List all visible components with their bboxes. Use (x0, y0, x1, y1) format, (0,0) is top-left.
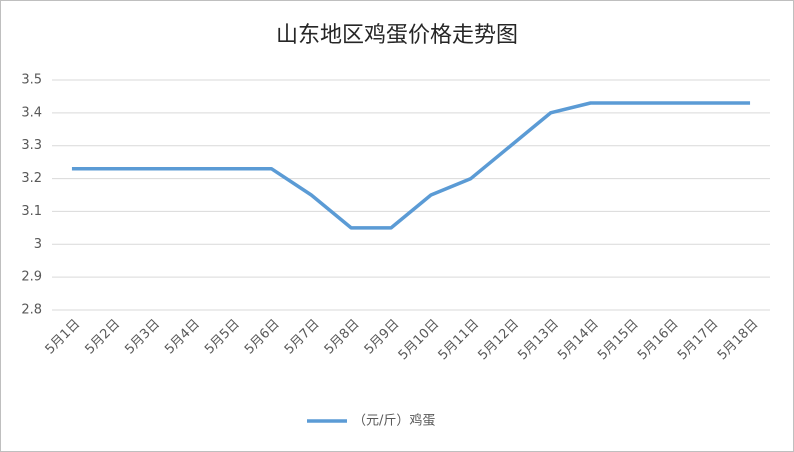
chart-title: 山东地区鸡蛋价格走势图 (276, 23, 518, 48)
y-tick-label: 3 (34, 237, 42, 252)
y-tick-label: 3.1 (21, 204, 42, 219)
y-tick-label: 2.8 (21, 303, 42, 318)
y-tick-label: 3.2 (21, 171, 42, 186)
y-tick-label: 3.3 (21, 138, 42, 153)
y-tick-label: 2.9 (21, 270, 42, 285)
line-series (71, 101, 751, 230)
y-tick-label: 3.5 (21, 73, 42, 88)
legend-label: （元/斤）鸡蛋 (353, 413, 435, 429)
y-tick-label: 3.4 (21, 105, 42, 120)
